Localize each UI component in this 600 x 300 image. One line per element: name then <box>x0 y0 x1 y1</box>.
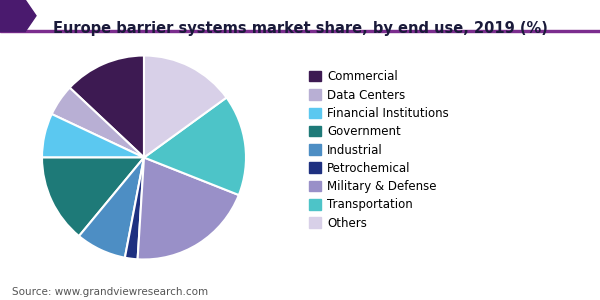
Wedge shape <box>144 56 227 158</box>
Text: Source: www.grandviewresearch.com: Source: www.grandviewresearch.com <box>12 287 208 297</box>
Wedge shape <box>125 158 144 259</box>
Wedge shape <box>144 98 246 195</box>
Legend: Commercial, Data Centers, Financial Institutions, Government, Industrial, Petroc: Commercial, Data Centers, Financial Inst… <box>306 67 452 233</box>
Wedge shape <box>137 158 239 260</box>
Wedge shape <box>70 56 144 158</box>
Text: Europe barrier systems market share, by end use, 2019 (%): Europe barrier systems market share, by … <box>53 21 547 36</box>
Wedge shape <box>42 114 144 158</box>
Polygon shape <box>0 0 36 32</box>
Wedge shape <box>79 158 144 258</box>
Wedge shape <box>42 158 144 236</box>
Wedge shape <box>52 88 144 158</box>
